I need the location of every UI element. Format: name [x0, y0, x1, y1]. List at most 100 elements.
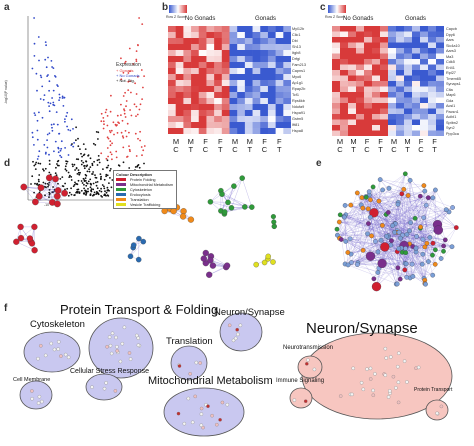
hairball-edge [350, 204, 383, 226]
heatmap-cell [206, 86, 215, 93]
hairball-edge [368, 173, 406, 209]
heatmap-cell [340, 59, 349, 65]
hairball-edge [337, 205, 427, 236]
heatmap-cell [260, 86, 269, 93]
hairball-node [348, 202, 354, 208]
volcano-point [125, 100, 128, 102]
heatmap-cell [244, 110, 253, 117]
heatmap-cell [404, 81, 413, 87]
heatmap-cell [283, 50, 291, 57]
heatmap-cell [283, 86, 291, 93]
heatmap-cell [260, 98, 269, 105]
gene-label: Rpl27 [446, 71, 456, 75]
hairball-edge [403, 189, 444, 252]
volcano-point [74, 181, 76, 184]
cluster-gene-node [220, 400, 225, 405]
heatmap-cell [380, 75, 389, 82]
heatmap-cell [340, 75, 349, 82]
volcano-point [111, 142, 113, 145]
volcano-point [109, 177, 111, 179]
volcano-point [45, 44, 47, 47]
heatmap-cell [168, 26, 176, 33]
heatmap-cell [198, 44, 207, 51]
hairball-node [433, 225, 443, 235]
cluster-gene-node [108, 343, 113, 348]
heatmap-cell [283, 110, 291, 117]
cluster-gene-node [105, 345, 109, 349]
volcano-point [109, 131, 112, 134]
volcano-point [85, 174, 88, 177]
volcano-point [110, 153, 113, 156]
heatmap-cell [348, 48, 357, 54]
heatmap-cell [275, 98, 284, 105]
hairball-node [342, 214, 347, 220]
heatmap-cell [388, 86, 397, 93]
hairball-node [371, 276, 377, 282]
heatmap-cell [191, 44, 200, 51]
heatmap-cell [237, 80, 246, 87]
hairball-edge [420, 228, 436, 265]
hairball-edge [369, 191, 397, 285]
gene-label: Eri41 [446, 65, 455, 70]
heatmap-cell [364, 97, 373, 104]
volcano-point [56, 123, 59, 126]
volcano-ylabel: -log10(P value) [3, 80, 8, 104]
heatmap-cell [404, 59, 413, 65]
heatmap-cell [283, 62, 291, 69]
volcano-point [65, 162, 68, 165]
heatmap-cell [412, 48, 421, 54]
heatmap-cell [237, 32, 246, 39]
volcano-point [77, 137, 79, 140]
heatmap-cell [364, 59, 373, 65]
panel-e-label: e [316, 158, 322, 169]
gene-label: Acsl1 [446, 104, 456, 108]
volcano-point [63, 96, 66, 99]
heatmap-cell [183, 98, 192, 105]
hairball-edge [392, 195, 409, 226]
heatmap-cell [244, 32, 253, 39]
heatmap-cell [206, 32, 215, 39]
heatmap-cell [229, 98, 238, 105]
hairball-edge [339, 197, 363, 239]
heatmap-cell [275, 56, 284, 63]
hairball-node [412, 215, 418, 221]
volcano-point [47, 101, 50, 104]
hairball-node [365, 231, 370, 237]
gene-label: Aars [446, 38, 454, 42]
heatmap-cell [198, 38, 207, 45]
heatmap-cell [229, 32, 238, 39]
heatmap-cell [340, 119, 349, 126]
volcano-point [70, 118, 73, 121]
heatmap-cell [198, 80, 207, 87]
volcano-point [100, 175, 102, 178]
heatmap-cell [412, 81, 421, 87]
heatmap-cell [412, 53, 421, 60]
heatmap-cell [221, 116, 230, 123]
heatmap-cell [340, 108, 349, 115]
gene-label: Hspa91 [292, 111, 306, 115]
heatmap-cell [283, 74, 291, 81]
heatmap-cell [388, 48, 397, 54]
volcano-point [35, 161, 38, 164]
heatmap-cell [412, 64, 421, 71]
heatmap-cell [252, 74, 261, 81]
heatmap-cell [237, 122, 246, 129]
network-node [170, 207, 177, 215]
gene-label: Aars3 [446, 49, 456, 53]
hairball-edge [382, 189, 426, 285]
hairball-edge [397, 230, 423, 240]
heatmap-cell [372, 42, 381, 49]
volcano-point [109, 169, 111, 172]
heatmap-cell [388, 53, 397, 60]
heatmap-cell [175, 110, 184, 117]
hairball-node [377, 177, 383, 182]
heatmap-cell [412, 114, 421, 120]
cluster-gene-node [383, 346, 388, 351]
volcano-point [103, 185, 105, 188]
heatmap-cell [214, 92, 223, 99]
heatmap-cell [198, 32, 207, 39]
volcano-point [86, 170, 89, 173]
heatmap-cell [380, 97, 389, 104]
